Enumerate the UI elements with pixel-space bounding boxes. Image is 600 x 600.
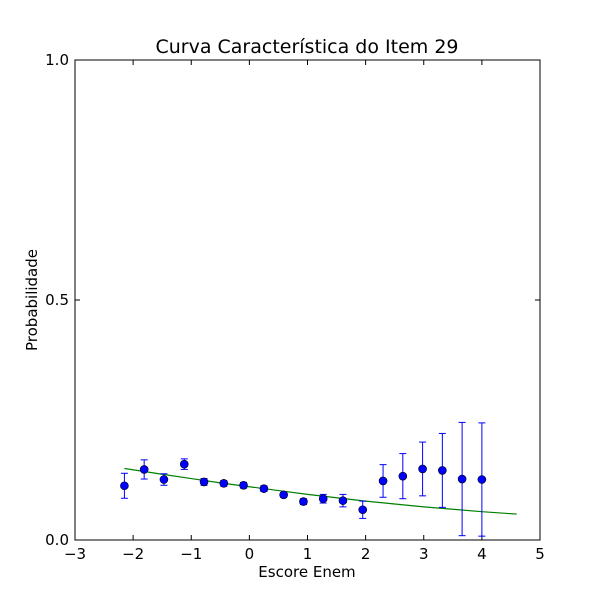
data-point — [259, 484, 269, 493]
data-point — [418, 464, 427, 474]
data-point — [438, 466, 447, 475]
data-point — [318, 494, 328, 504]
data-point — [457, 474, 467, 484]
x-tick-label: −1 — [180, 545, 202, 563]
y-axis-label: Probabilidade — [23, 249, 41, 351]
y-tick-label: 0.0 — [45, 531, 69, 549]
data-point — [299, 497, 308, 506]
points-layer — [120, 459, 487, 515]
fitted-curve-layer — [124, 467, 517, 515]
x-tick-label: 2 — [361, 545, 371, 563]
chart-title: Curva Característica do Item 29 — [155, 36, 458, 58]
data-point — [378, 476, 388, 486]
fitted-curve — [124, 467, 517, 515]
x-tick-label: 0 — [245, 545, 255, 563]
data-point — [159, 475, 169, 484]
x-tick-label: −3 — [64, 545, 86, 563]
ticks: −3 −2 −1 0 1 2 3 4 5 0.0 0.5 1.0 — [45, 51, 545, 563]
data-point — [120, 481, 129, 491]
data-point — [219, 479, 229, 488]
y-tick-label: 0.5 — [45, 291, 69, 309]
error-bars-layer — [120, 421, 486, 537]
data-point — [358, 505, 368, 515]
data-point — [398, 471, 408, 481]
x-axis-label: Escore Enem — [258, 563, 355, 581]
x-tick-label: 4 — [477, 545, 487, 563]
data-point — [239, 480, 248, 490]
y-tick-label: 1.0 — [45, 51, 69, 69]
x-tick-label: 5 — [535, 545, 545, 563]
x-tick-label: 3 — [419, 545, 429, 563]
x-tick-label: −2 — [122, 545, 144, 563]
x-tick-label: 1 — [303, 545, 313, 563]
data-point — [338, 496, 348, 505]
data-point — [279, 490, 288, 500]
data-point — [199, 477, 209, 487]
data-point — [139, 465, 149, 474]
data-point — [477, 475, 487, 484]
data-point — [179, 459, 189, 469]
